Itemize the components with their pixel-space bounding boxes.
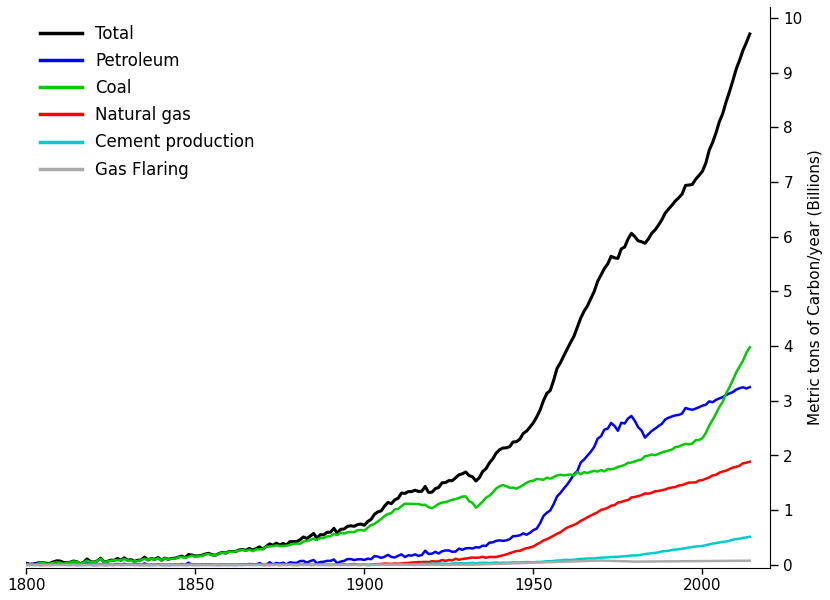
Cement production [227, 561, 237, 568]
Petroleum [231, 562, 241, 569]
Coal [227, 548, 237, 556]
Coal [22, 562, 32, 569]
Total [113, 555, 123, 562]
Total [312, 535, 322, 542]
Gas Flaring [22, 562, 32, 569]
Petroleum [22, 560, 32, 567]
Gas Flaring [569, 558, 579, 565]
Total [275, 541, 285, 548]
Natural gas [66, 561, 76, 568]
Legend: Total, Petroleum, Coal, Natural gas, Cement production, Gas Flaring: Total, Petroleum, Coal, Natural gas, Cem… [34, 18, 261, 185]
Gas Flaring [596, 557, 606, 564]
Total [66, 559, 76, 566]
Natural gas [275, 562, 285, 569]
Coal [309, 535, 319, 542]
Petroleum [113, 560, 123, 568]
Total [25, 560, 35, 568]
Total [231, 548, 241, 555]
Coal [569, 472, 579, 479]
Petroleum [573, 467, 583, 475]
Natural gas [573, 520, 583, 527]
Gas Flaring [109, 562, 119, 569]
Y-axis label: Metric tons of Carbon/year (Billions): Metric tons of Carbon/year (Billions) [808, 149, 823, 425]
Gas Flaring [227, 562, 237, 569]
Cement production [61, 562, 71, 569]
Natural gas [22, 561, 32, 568]
Cement production [22, 562, 32, 569]
Coal [745, 344, 754, 351]
Total [745, 31, 754, 38]
Gas Flaring [61, 562, 71, 569]
Cement production [745, 533, 754, 541]
Line: Petroleum: Petroleum [27, 387, 749, 565]
Natural gas [312, 561, 322, 568]
Line: Gas Flaring: Gas Flaring [27, 560, 749, 565]
Natural gas [28, 562, 38, 569]
Gas Flaring [271, 562, 281, 569]
Natural gas [113, 560, 123, 568]
Gas Flaring [745, 557, 754, 564]
Gas Flaring [309, 562, 319, 569]
Cement production [271, 561, 281, 568]
Natural gas [231, 562, 241, 569]
Cement production [109, 562, 119, 569]
Line: Cement production: Cement production [27, 537, 749, 565]
Line: Total: Total [27, 34, 749, 564]
Cement production [569, 556, 579, 563]
Coal [109, 557, 119, 564]
Line: Natural gas: Natural gas [27, 461, 749, 565]
Petroleum [745, 383, 754, 391]
Total [22, 560, 32, 567]
Cement production [309, 562, 319, 569]
Natural gas [745, 458, 754, 465]
Petroleum [312, 560, 322, 567]
Petroleum [25, 562, 35, 569]
Petroleum [275, 560, 285, 568]
Coal [61, 559, 71, 566]
Line: Coal: Coal [27, 347, 749, 565]
Petroleum [66, 562, 76, 569]
Total [573, 324, 583, 331]
Coal [271, 542, 281, 549]
